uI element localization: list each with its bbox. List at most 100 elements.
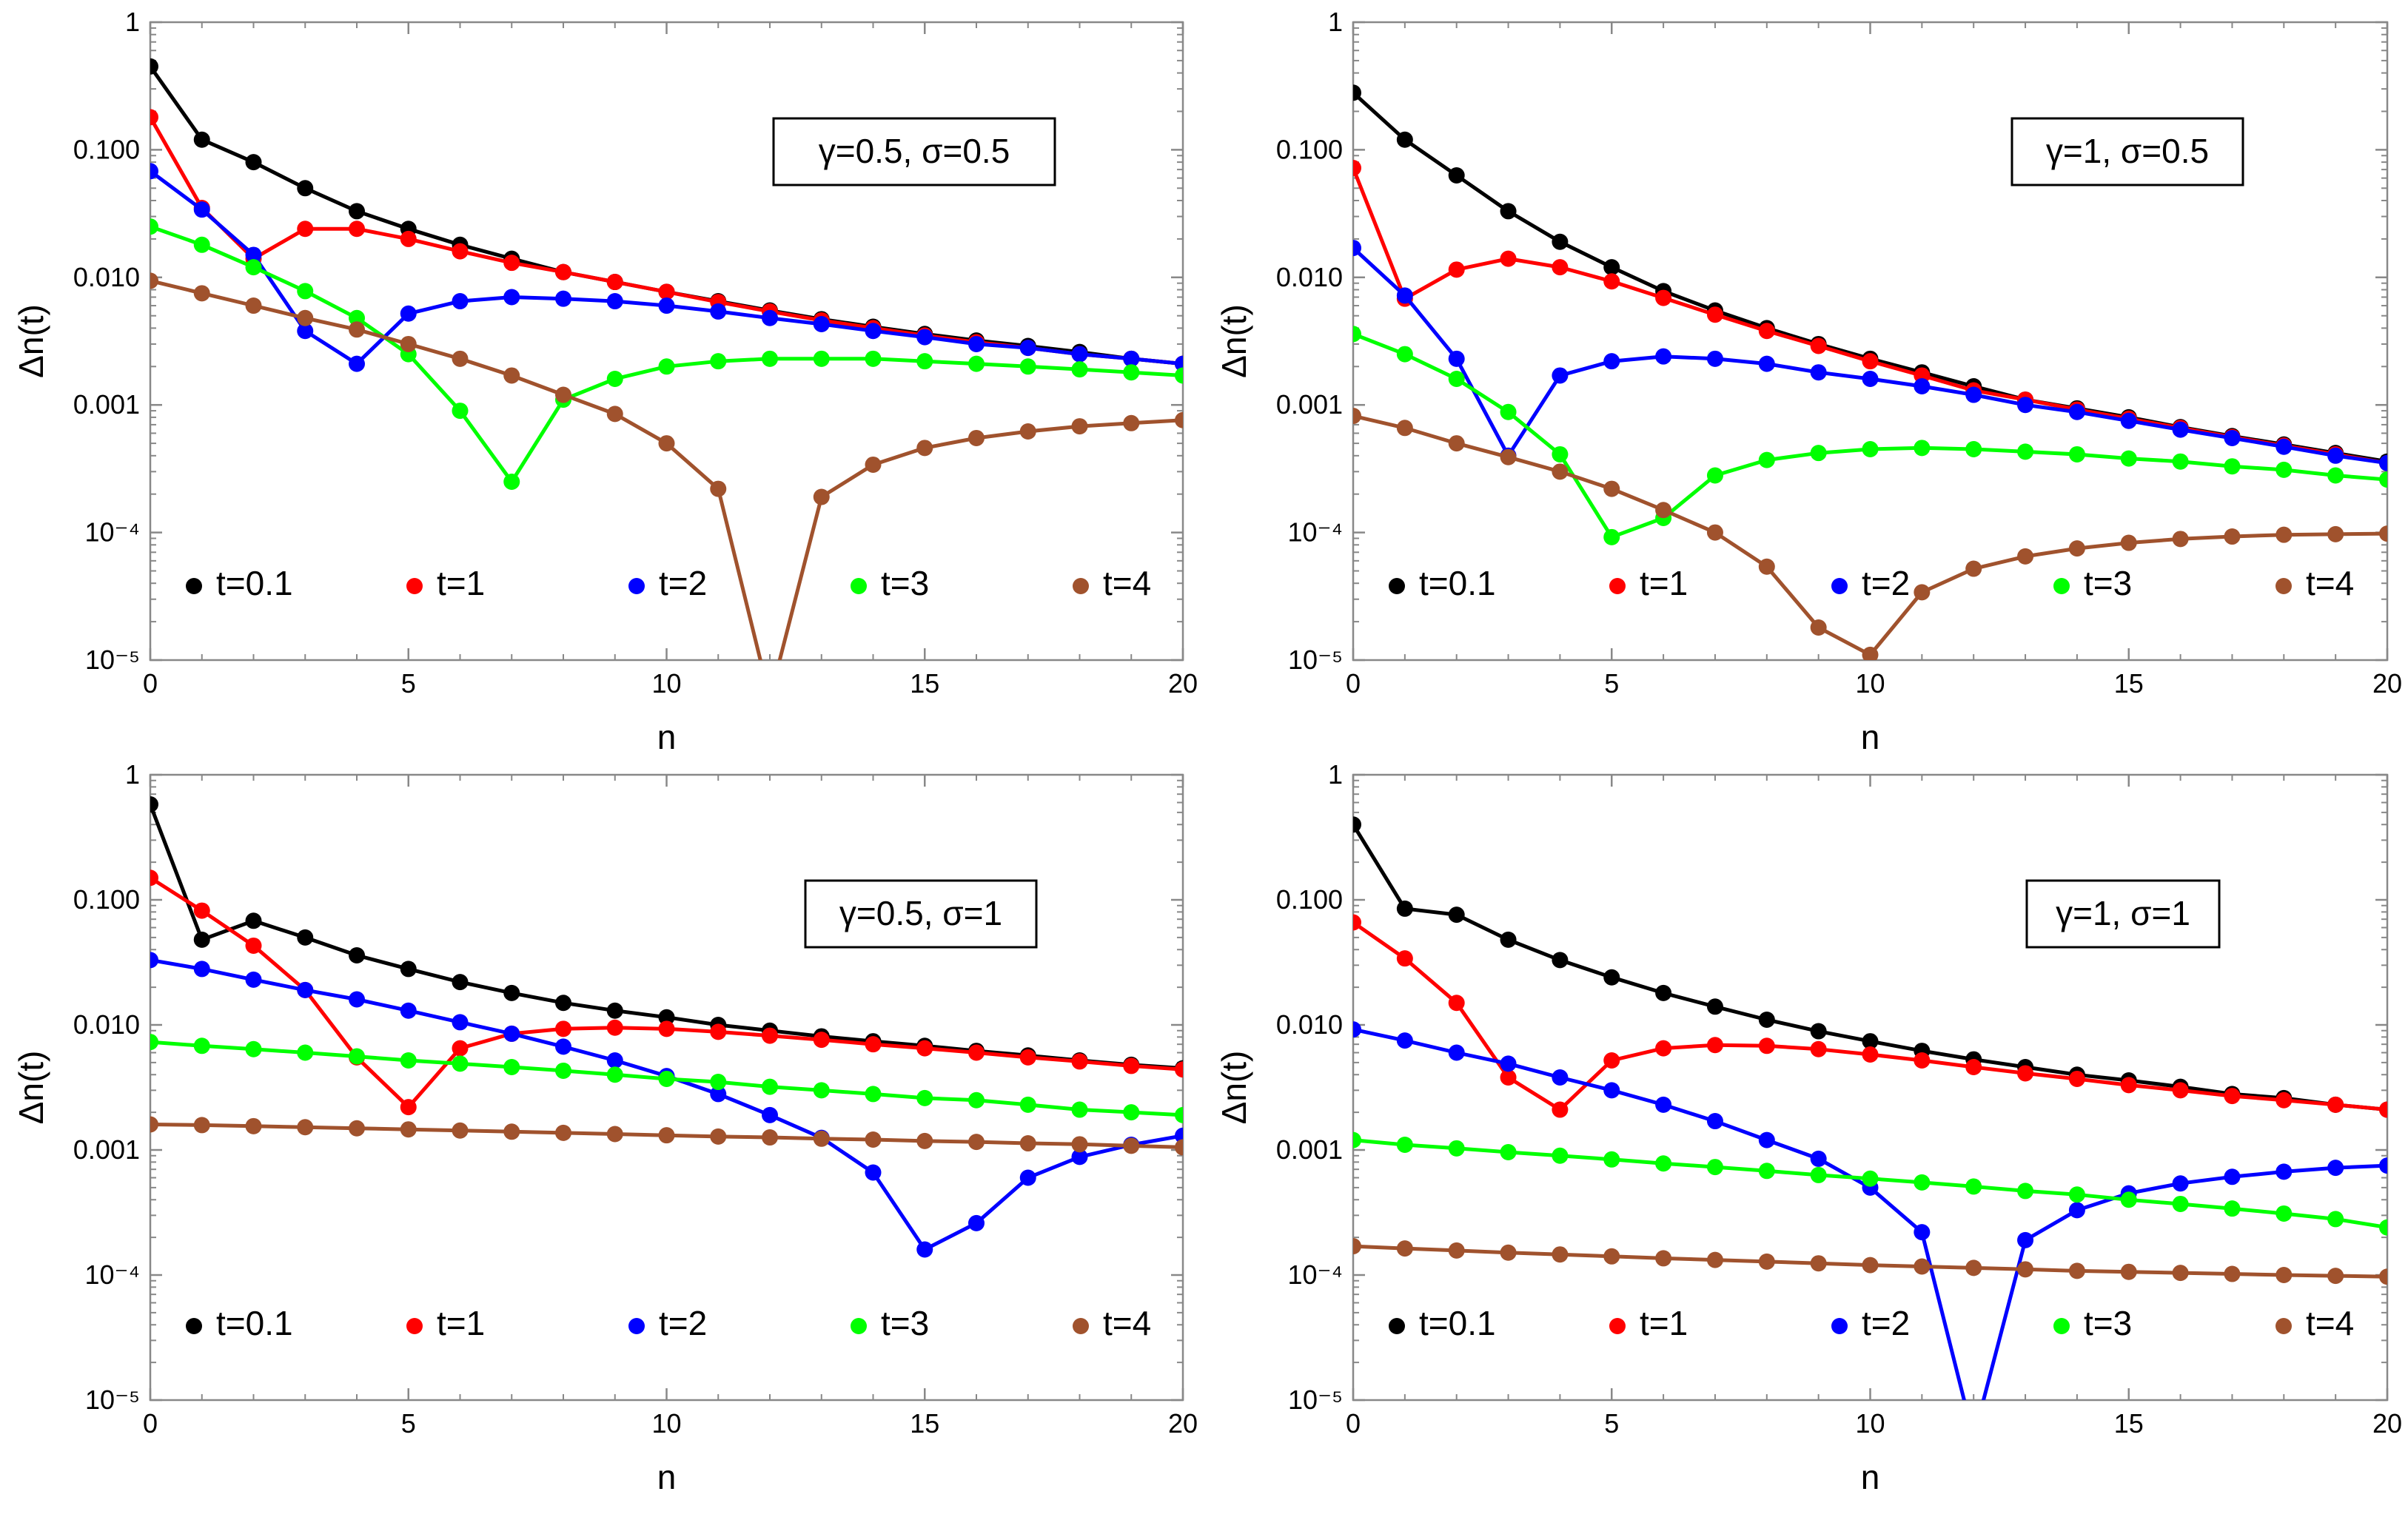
x-axis-label: n	[657, 1458, 677, 1496]
x-tick-label: 0	[1346, 1408, 1361, 1439]
legend-label: t=1	[437, 1304, 485, 1342]
data-point	[349, 1048, 365, 1065]
data-point	[1655, 1250, 1672, 1267]
data-point	[1353, 1131, 1361, 1148]
data-point	[2379, 1101, 2387, 1118]
data-point	[452, 1055, 469, 1072]
y-tick-label: 0.100	[73, 134, 140, 164]
data-point	[1862, 440, 1879, 457]
data-point	[865, 350, 882, 367]
data-point	[1655, 289, 1672, 306]
data-point	[349, 991, 365, 1008]
data-point	[1552, 259, 1569, 276]
y-tick-label: 10⁻⁵	[1288, 1385, 1343, 1415]
data-point	[193, 285, 210, 302]
data-point	[1353, 1021, 1361, 1038]
legend-label: t=0.1	[216, 564, 293, 602]
legend-marker	[1609, 1318, 1626, 1334]
legend-label: t=1	[1640, 564, 1688, 602]
data-point	[503, 473, 520, 490]
data-point	[555, 1038, 571, 1055]
data-point	[1603, 1248, 1620, 1265]
plot-area	[1353, 816, 2387, 1400]
data-point	[1965, 560, 1982, 577]
data-point	[1914, 1258, 1931, 1275]
data-point	[1758, 558, 1775, 575]
data-point	[2017, 1183, 2034, 1200]
data-point	[916, 1241, 933, 1258]
data-point	[710, 1086, 727, 1103]
data-point	[150, 109, 158, 126]
data-point	[2224, 1168, 2241, 1185]
data-point	[503, 367, 520, 384]
data-point	[2224, 1265, 2241, 1282]
data-point	[1965, 1178, 1982, 1195]
data-point	[658, 435, 675, 452]
y-tick-label: 1	[1328, 7, 1343, 37]
data-point	[1810, 1040, 1827, 1057]
data-point	[1862, 1033, 1879, 1050]
data-point	[1758, 1131, 1775, 1148]
data-point	[150, 1116, 158, 1133]
parameter-label: γ=0.5, σ=1	[839, 894, 1002, 932]
data-point	[1603, 259, 1620, 276]
plot-area	[1353, 84, 2387, 660]
y-tick-label: 0.010	[1276, 262, 1343, 292]
data-point	[1655, 1096, 1672, 1113]
data-point	[1123, 1137, 1140, 1154]
data-point	[150, 796, 158, 813]
legend-label: t=1	[1640, 1304, 1688, 1342]
data-point	[1603, 1052, 1620, 1069]
data-point	[1396, 950, 1413, 967]
data-point	[762, 1129, 778, 1146]
data-point	[762, 350, 778, 367]
legend-marker	[1609, 578, 1626, 594]
data-point	[865, 1164, 882, 1181]
x-axis-label: n	[1861, 1458, 1880, 1496]
data-point	[193, 1037, 210, 1054]
data-point	[1500, 1069, 1517, 1086]
data-point	[865, 1086, 882, 1103]
data-point	[1552, 1147, 1569, 1164]
data-point	[2017, 1065, 2034, 1082]
data-point	[1500, 1143, 1517, 1160]
data-point	[193, 961, 210, 978]
parameter-label: γ=1, σ=1	[2056, 894, 2190, 932]
data-point	[1071, 1101, 1088, 1118]
data-point	[245, 246, 262, 263]
x-tick-label: 5	[1604, 668, 1619, 699]
data-point	[1862, 371, 1879, 388]
data-point	[1810, 619, 1827, 636]
data-point	[1914, 1174, 1931, 1191]
data-point	[658, 1020, 675, 1037]
x-tick-label: 10	[651, 668, 681, 699]
data-point	[1603, 528, 1620, 545]
data-point	[349, 321, 365, 338]
data-point	[658, 297, 675, 314]
data-point	[452, 1014, 469, 1031]
data-point	[2379, 1268, 2387, 1285]
data-point	[1603, 1151, 1620, 1168]
data-point	[1175, 411, 1183, 428]
data-point	[2017, 443, 2034, 460]
data-point	[193, 931, 210, 948]
data-point	[297, 221, 314, 238]
data-point	[1810, 1150, 1827, 1167]
data-point	[1396, 287, 1413, 304]
data-point	[1175, 367, 1183, 384]
data-point	[1655, 502, 1672, 519]
data-point	[1965, 386, 1982, 403]
data-point	[1353, 1238, 1361, 1255]
legend-label: t=4	[2306, 564, 2354, 602]
data-point	[193, 236, 210, 253]
data-point	[503, 1123, 520, 1140]
data-point	[1603, 353, 1620, 370]
legend-label: t=4	[1103, 564, 1151, 602]
data-point	[150, 870, 158, 887]
data-point	[1071, 1136, 1088, 1153]
data-point	[606, 371, 623, 388]
data-point	[968, 1092, 985, 1109]
data-point	[1706, 467, 1723, 484]
data-point	[349, 203, 365, 220]
